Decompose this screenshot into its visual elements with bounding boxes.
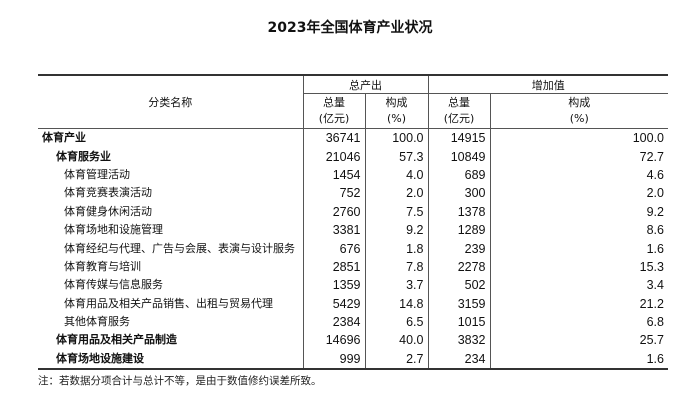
value-added-share: 21.2	[489, 294, 668, 313]
value-added-amount: 239	[427, 239, 490, 258]
output-amount: 2851	[302, 257, 365, 277]
output-share: 57.3	[364, 147, 428, 166]
value-added-amount: 14915	[427, 128, 490, 148]
output-share: 2.0	[364, 184, 428, 203]
output-share: 40.0	[364, 331, 428, 350]
value-added-amount: 1378	[427, 202, 490, 221]
value-added-amount: 1289	[427, 220, 490, 240]
sports-industry-table: 分类名称 总产出 增加值 总量 (亿元) 构成 (%) 总量 (亿元) 构成 (%) 体…	[38, 74, 668, 371]
table-row: 体育产业 36741 100.0 14915 100.0	[38, 128, 668, 148]
amount-label: 总量	[448, 96, 470, 109]
share-label: 构成	[385, 96, 408, 109]
output-amount: 676	[302, 239, 365, 258]
output-amount: 2384	[302, 312, 365, 332]
category-header: 分类名称	[38, 75, 303, 129]
category-name: 体育教育与培训	[64, 259, 141, 273]
category-name: 体育场地和设施管理	[64, 223, 163, 237]
output-amount-header: 总量 (亿元)	[302, 93, 365, 129]
share-label: 构成	[568, 96, 591, 109]
table-row: 体育竞赛表演活动 752 2.0 300 2.0	[38, 184, 668, 203]
value-added-amount: 502	[427, 276, 490, 295]
value-added-share: 2.0	[489, 184, 668, 203]
table-row: 体育健身休闲活动 2760 7.5 1378 9.2	[38, 202, 668, 221]
va-share-header: 构成 (%)	[489, 93, 668, 129]
value-added-share: 6.8	[489, 312, 668, 332]
amount-unit: (亿元)	[318, 112, 350, 125]
table-row: 体育教育与培训 2851 7.8 2278 15.3	[38, 257, 668, 277]
category-name: 其他体育服务	[64, 315, 130, 329]
table-row: 体育用品及相关产品制造 14696 40.0 3832 25.7	[38, 331, 668, 350]
category-name: 体育服务业	[56, 149, 111, 163]
value-added-share: 3.4	[489, 276, 668, 295]
category-name: 体育管理活动	[64, 167, 130, 181]
va-amount-header: 总量 (亿元)	[427, 93, 490, 129]
page-title: 2023年全国体育产业状况	[267, 20, 433, 36]
output-share: 1.8	[364, 239, 428, 258]
output-amount: 14696	[302, 331, 365, 350]
value-added-share: 4.6	[489, 165, 668, 185]
value-added-amount: 234	[427, 349, 490, 370]
output-amount: 21046	[302, 147, 365, 166]
value-added-share: 8.6	[489, 220, 668, 240]
category-name: 体育传媒与信息服务	[64, 278, 163, 292]
value-added-amount: 10849	[427, 147, 490, 166]
table-row: 体育经纪与代理、广告与会展、表演与设计服务 676 1.8 239 1.6	[38, 239, 668, 258]
output-share: 6.5	[364, 312, 428, 332]
output-share: 14.8	[364, 294, 428, 313]
value-added-share: 15.3	[489, 257, 668, 277]
output-share: 100.0	[364, 128, 428, 148]
value-added-amount: 689	[427, 165, 490, 185]
footnote: 注：若数据分项合计与总计不等，是由于数值修约误差所致。	[38, 375, 322, 388]
output-share: 4.0	[364, 165, 428, 185]
value-added-amount: 1015	[427, 312, 490, 332]
table-row: 体育场地设施建设 999 2.7 234 1.6	[38, 349, 668, 370]
table-row: 体育服务业 21046 57.3 10849 72.7	[38, 147, 668, 166]
output-amount: 999	[302, 349, 365, 370]
category-name: 体育经纪与代理、广告与会展、表演与设计服务	[64, 241, 295, 255]
output-share: 7.8	[364, 257, 428, 277]
value-added-amount: 300	[427, 184, 490, 203]
output-share-header: 构成 (%)	[364, 93, 428, 129]
category-name: 体育用品及相关产品销售、出租与贸易代理	[64, 296, 273, 310]
output-amount: 1454	[302, 165, 365, 185]
output-amount: 5429	[302, 294, 365, 313]
output-amount: 36741	[302, 128, 365, 148]
value-added-share: 25.7	[489, 331, 668, 350]
value-added-header: 增加值	[427, 75, 668, 94]
value-added-amount: 3832	[427, 331, 490, 350]
value-added-amount: 2278	[427, 257, 490, 277]
table-row: 体育管理活动 1454 4.0 689 4.6	[38, 165, 668, 185]
output-share: 9.2	[364, 220, 428, 240]
value-added-share: 9.2	[489, 202, 668, 221]
category-name: 体育用品及相关产品制造	[56, 333, 177, 347]
output-share: 7.5	[364, 202, 428, 221]
share-unit: (%)	[569, 112, 589, 125]
amount-unit: (亿元)	[443, 112, 475, 125]
table-row: 体育用品及相关产品销售、出租与贸易代理 5429 14.8 3159 21.2	[38, 294, 668, 313]
value-added-share: 1.6	[489, 349, 668, 370]
value-added-share: 72.7	[489, 147, 668, 166]
value-added-share: 1.6	[489, 239, 668, 258]
output-share: 3.7	[364, 276, 428, 295]
table-row: 其他体育服务 2384 6.5 1015 6.8	[38, 312, 668, 332]
output-share: 2.7	[364, 349, 428, 370]
value-added-amount: 3159	[427, 294, 490, 313]
output-amount: 1359	[302, 276, 365, 295]
table-container: 分类名称 总产出 增加值 总量 (亿元) 构成 (%) 总量 (亿元) 构成 (%) 体…	[38, 74, 668, 388]
category-name: 体育竞赛表演活动	[64, 186, 152, 200]
category-name: 体育场地设施建设	[56, 351, 144, 365]
output-amount: 2760	[302, 202, 365, 221]
amount-label: 总量	[323, 96, 345, 109]
share-unit: (%)	[386, 112, 407, 125]
category-name: 体育健身休闲活动	[64, 204, 152, 218]
table-row: 体育传媒与信息服务 1359 3.7 502 3.4	[38, 276, 668, 295]
output-amount: 752	[302, 184, 365, 203]
table-row: 体育场地和设施管理 3381 9.2 1289 8.6	[38, 220, 668, 240]
value-added-share: 100.0	[489, 128, 668, 148]
total-output-header: 总产出	[302, 75, 428, 94]
category-name: 体育产业	[42, 131, 86, 145]
output-amount: 3381	[302, 220, 365, 240]
